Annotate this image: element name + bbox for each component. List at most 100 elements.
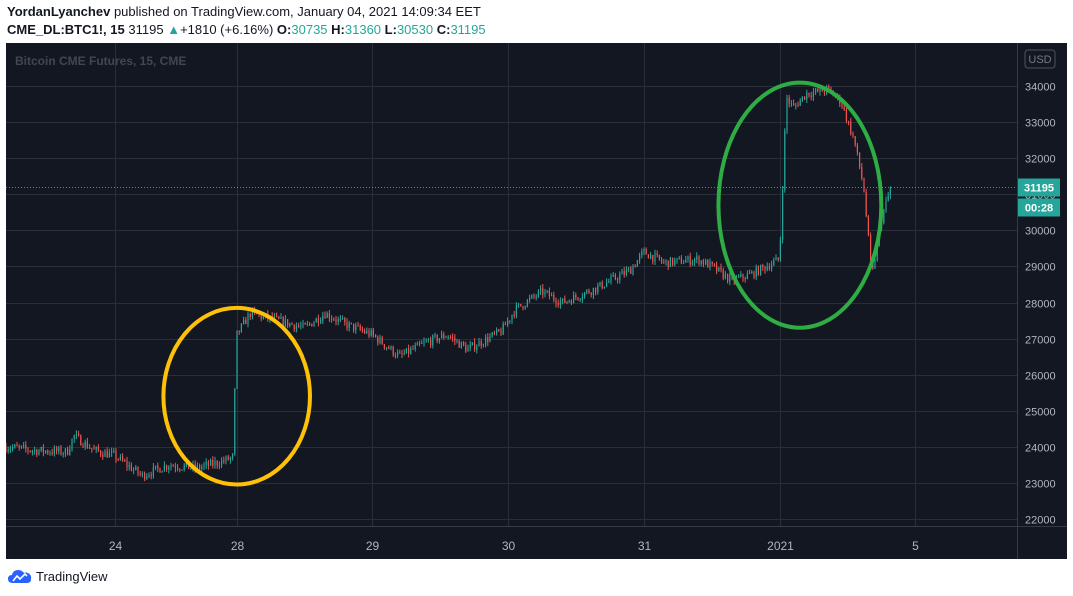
candle-body [212,459,214,466]
candle-body [386,347,388,349]
candle-body [361,329,363,331]
countdown-tag-text: 00:28 [1025,203,1053,215]
candle-body [568,300,570,302]
candle-body [720,267,722,270]
candle-body [771,264,773,269]
candle-body [491,332,493,337]
candle-body [133,469,135,471]
candle-body [768,266,770,269]
candle-body [412,348,414,350]
candle-body [452,337,454,339]
candle-body [799,100,801,106]
candle-body [760,265,762,275]
candle-body [623,271,625,275]
candle-body [885,200,887,211]
candle-body [749,273,751,275]
y-tick-label: 22000 [1025,515,1056,527]
candle-body [298,325,300,327]
candle-body [67,448,69,455]
candle-body [366,330,368,333]
close-label: C: [436,22,451,37]
candle-body [482,344,484,346]
candle-body [500,331,502,335]
candle-body [333,319,335,321]
candle-body [592,287,594,295]
chart-background [6,43,1067,559]
candle-body [148,475,150,477]
candle-body [779,239,781,260]
candle-body [232,454,234,458]
candle-body [790,103,792,105]
change-value: +1810 (+6.16%) [180,22,274,37]
y-tick-label: 30000 [1025,226,1056,238]
candle-body [243,319,245,324]
candle-body [705,260,707,265]
candle-body [163,465,165,472]
candle-body [617,279,619,281]
candle-body [691,262,693,265]
footer-branding[interactable]: TradingView [8,569,108,584]
candle-body [797,104,799,106]
candle-body [524,306,526,309]
candle-body [394,355,396,357]
candle-body [93,448,95,450]
candle-body [223,460,225,462]
candle-body [496,329,498,334]
candle-body [656,253,658,256]
currency-badge[interactable] [1024,49,1056,69]
x-tick-label: 29 [366,539,380,553]
candle-body [49,452,51,454]
candle-body [555,299,557,304]
candle-body [199,465,201,469]
open-value: 30735 [291,22,328,37]
candle-body [42,446,44,453]
y-tick-label: 24000 [1025,443,1056,455]
candle-body [443,334,445,338]
high-value: 31360 [344,22,382,37]
candle-body [601,282,603,289]
candle-body [487,337,489,342]
author-name[interactable]: YordanLyanchev [7,4,111,19]
candle-body [137,467,139,474]
candle-body [36,449,38,455]
candle-body [845,109,847,122]
candle-body [115,451,117,460]
candle-body [804,96,806,100]
candle-body [861,167,863,179]
price-axis[interactable]: 22000 23000 24000 25000 26000 27000 28000 29000… [1025,82,1056,527]
candle-body [346,321,348,329]
candle-body [104,451,106,457]
candle-body [511,314,513,321]
candle-body [309,323,311,325]
candle-body [665,260,667,262]
candle-body [410,348,412,354]
candle-body [159,468,161,473]
y-tick-label: 28000 [1025,299,1056,311]
x-tick-label: 28 [231,539,245,553]
candle-body [766,266,768,271]
last-price-tag-text: 31195 [1024,183,1054,195]
candle-body [436,335,438,342]
candle-body [562,298,564,302]
candle-body [236,330,238,389]
candle-body [183,465,185,470]
time-axis[interactable]: 24 28 29 30 31 2021 5 [109,539,919,553]
candle-body [315,318,317,323]
candle-body [355,325,357,331]
candle-body [509,320,511,322]
candle-body [674,260,676,265]
candle-body [196,465,198,469]
highlight-ellipse [161,305,312,487]
candle-body [276,316,278,318]
candle-body [335,319,337,322]
candle-body [535,296,537,298]
candle-body [762,265,764,267]
price-chart[interactable]: Bitcoin CME Futures, 15, CME USD 22000 23… [6,43,1067,559]
candle-body [764,266,766,271]
candle-body [73,435,75,440]
annotation-layer [161,80,884,487]
candle-body [194,463,196,469]
candle-body [507,320,509,326]
candle-body [331,318,333,320]
candle-body [740,274,742,277]
